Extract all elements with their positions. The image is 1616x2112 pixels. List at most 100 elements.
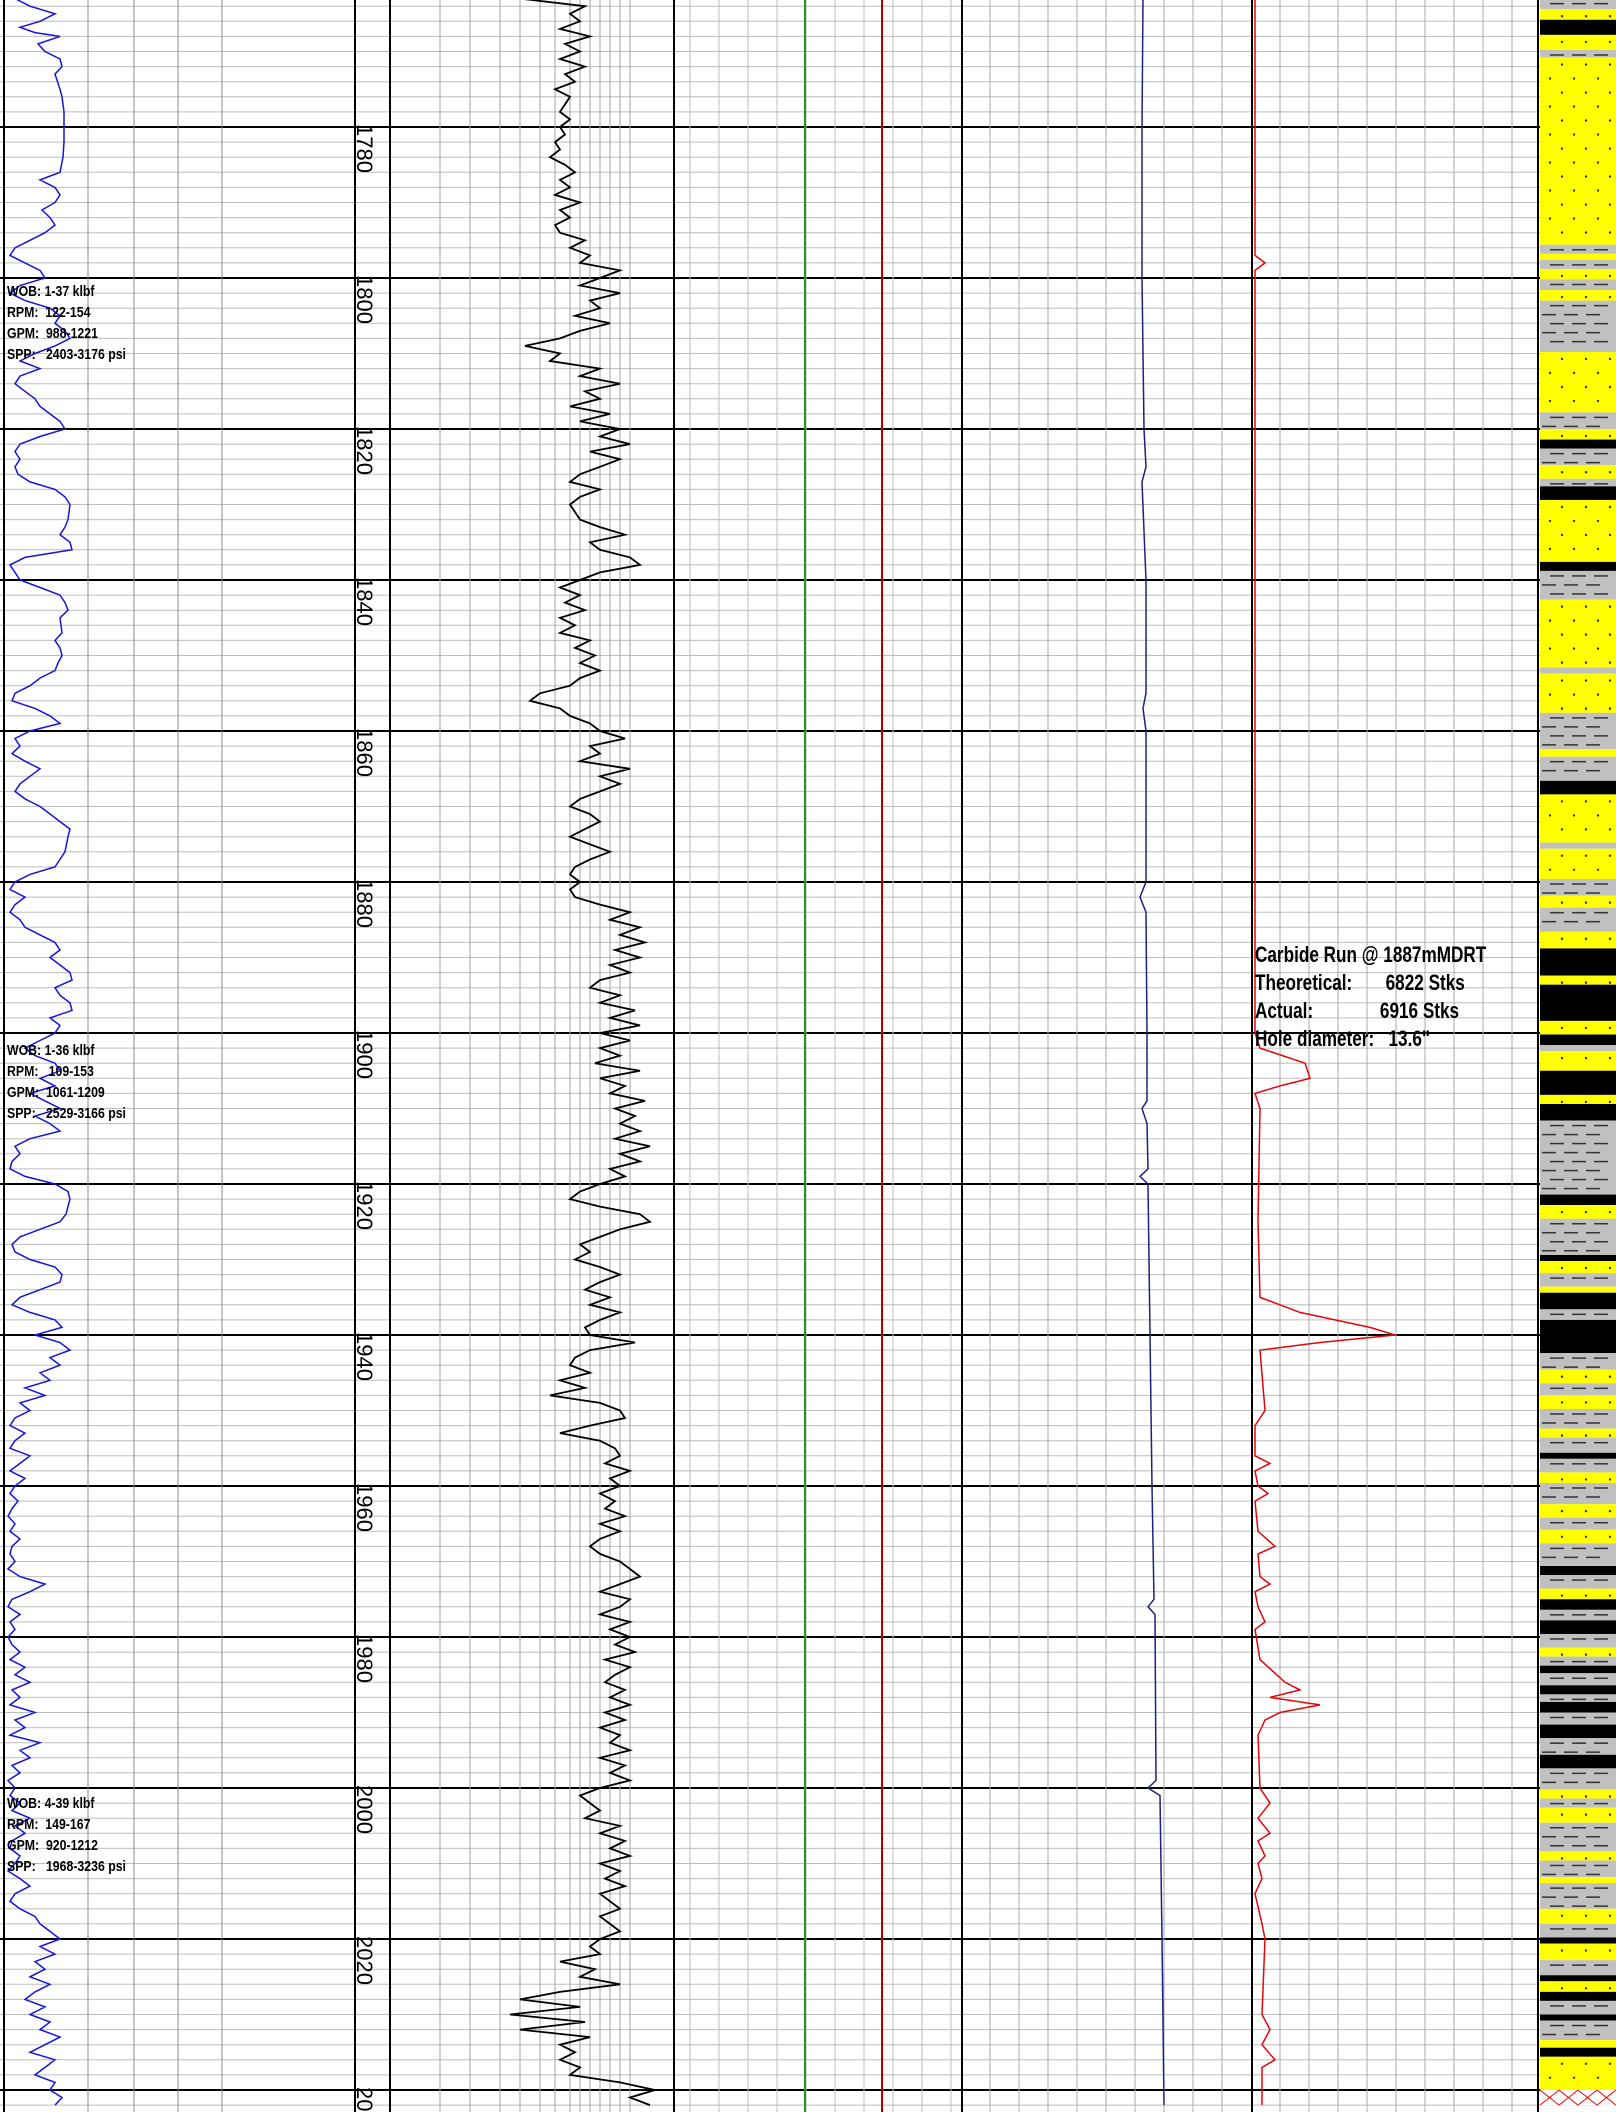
sand-dot [1584, 505, 1588, 509]
sand-dot [1608, 800, 1612, 803]
sand-dot [1584, 274, 1588, 278]
sand-dot [1584, 1401, 1588, 1404]
lithology-column [1539, 0, 1616, 2106]
sand-dot [1548, 161, 1552, 164]
sand-dot [1608, 854, 1612, 857]
sand-dot [1548, 105, 1552, 108]
depth-label: 1980 [352, 1634, 377, 1683]
lithology-coal [1540, 439, 1616, 449]
sand-dot [1584, 1100, 1588, 1104]
sand-dot [1608, 679, 1612, 682]
sand-dot [1608, 63, 1612, 66]
lithology-coal [1540, 780, 1616, 795]
sand-dot [1596, 371, 1600, 375]
sand-dot [1560, 274, 1564, 278]
depth-label: 1960 [352, 1483, 377, 1532]
sand-dot [1608, 633, 1612, 636]
sand-dot [1596, 217, 1600, 220]
sand-dot [1584, 2062, 1588, 2065]
cross-line [1577, 2089, 1598, 2106]
sand-dot [1608, 15, 1612, 18]
lithology-sand [1540, 1807, 1616, 1823]
sand-dot [1560, 1401, 1564, 1404]
lithology-sand [1540, 9, 1616, 20]
sand-dot [1584, 1594, 1588, 1597]
lithology-sand [1540, 1286, 1616, 1293]
sand-dot [1572, 161, 1576, 164]
lithology-sand [1540, 268, 1616, 280]
sand-dot [1560, 1026, 1564, 1030]
sand-dot [1584, 434, 1588, 438]
lithology-shale [1540, 2000, 1616, 2015]
sand-dot [1608, 828, 1612, 831]
lithology-sand [1540, 499, 1616, 562]
sand-dot [1584, 385, 1588, 389]
lithology-coal [1540, 1701, 1616, 1713]
annotation-line: RPM: 109-153 [7, 1063, 94, 1080]
sand-dot [1608, 175, 1612, 178]
depth-labels: 1780 1800 1820 1840 1860 1880 1900 1920 1940 1960… [352, 124, 377, 2112]
lithology-shale [1540, 712, 1616, 750]
lithology-coal [1540, 984, 1616, 1021]
lithology-sand [1540, 290, 1616, 301]
sand-dot [1548, 547, 1552, 551]
sand-dot [1560, 63, 1564, 66]
sand-dot [1608, 1987, 1612, 1990]
lithology-shale [1540, 842, 1616, 849]
depth-label: 1880 [352, 879, 377, 928]
sand-dot [1584, 1949, 1588, 1952]
sand-dot [1548, 133, 1552, 136]
lithology-coal [1540, 1070, 1616, 1095]
sand-dot [1584, 707, 1588, 710]
cross-line [1558, 2089, 1579, 2106]
lithology-sand [1540, 1504, 1616, 1518]
lithology-shale [1540, 1482, 1616, 1505]
lithology-coal [1540, 1292, 1616, 1310]
sand-dot [1560, 15, 1564, 18]
sand-dot [1596, 814, 1600, 817]
lithology-sand [1540, 1428, 1616, 1438]
lithology-coal [1540, 1724, 1616, 1739]
annotation-line: WOB: 1-36 klbf [7, 1042, 95, 1059]
sand-dot [1608, 471, 1612, 474]
sand-dot [1584, 605, 1588, 608]
depth-label: 1940 [352, 1332, 377, 1381]
sand-dot [1560, 1478, 1564, 1481]
lithology-shale [1540, 907, 1616, 932]
lithology-coal [1540, 1452, 1616, 1459]
lithology-shale [1540, 1408, 1616, 1429]
sand-dot [1608, 2062, 1612, 2065]
lithology-sand [1540, 465, 1616, 479]
lithology-shale [1540, 1273, 1616, 1287]
sand-dot [1560, 800, 1564, 803]
sand-dot [1560, 40, 1564, 44]
annotation-line: RPM: 122-154 [7, 304, 91, 321]
lithology-coal [1540, 561, 1616, 571]
lithology-coal [1540, 1254, 1616, 1262]
lithology-shale [1540, 412, 1616, 429]
lithology-shale [1540, 1353, 1616, 1370]
sand-dot [1560, 1375, 1564, 1378]
sand-dot [1584, 981, 1588, 984]
sand-dot [1572, 77, 1576, 80]
sand-dot [1572, 133, 1576, 136]
sand-dot [1560, 147, 1564, 150]
sand-dot [1584, 231, 1588, 234]
lithology-coal [1540, 1937, 1616, 1944]
sand-dot [1584, 633, 1588, 636]
sand-dot [1560, 1266, 1564, 1270]
annotation-line: GPM: 920-1212 [7, 1837, 98, 1854]
sand-dot [1608, 1266, 1612, 1270]
sand-dot [1560, 471, 1564, 474]
lithology-sand [1540, 1529, 1616, 1544]
sand-dot [1548, 619, 1552, 622]
sand-dot [1572, 2076, 1576, 2079]
sand-dot [1584, 1813, 1588, 1816]
sand-dot [1560, 434, 1564, 438]
sand-dot [1572, 619, 1576, 622]
sand-dot [1584, 1653, 1588, 1656]
annotation-line: GPM: 1061-1209 [7, 1084, 105, 1101]
sand-dot [1584, 854, 1588, 857]
log-curves [6, 0, 1396, 2106]
lithology-sand [1540, 1094, 1616, 1104]
